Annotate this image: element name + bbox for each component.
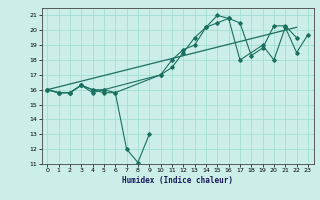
X-axis label: Humidex (Indice chaleur): Humidex (Indice chaleur) (122, 176, 233, 185)
